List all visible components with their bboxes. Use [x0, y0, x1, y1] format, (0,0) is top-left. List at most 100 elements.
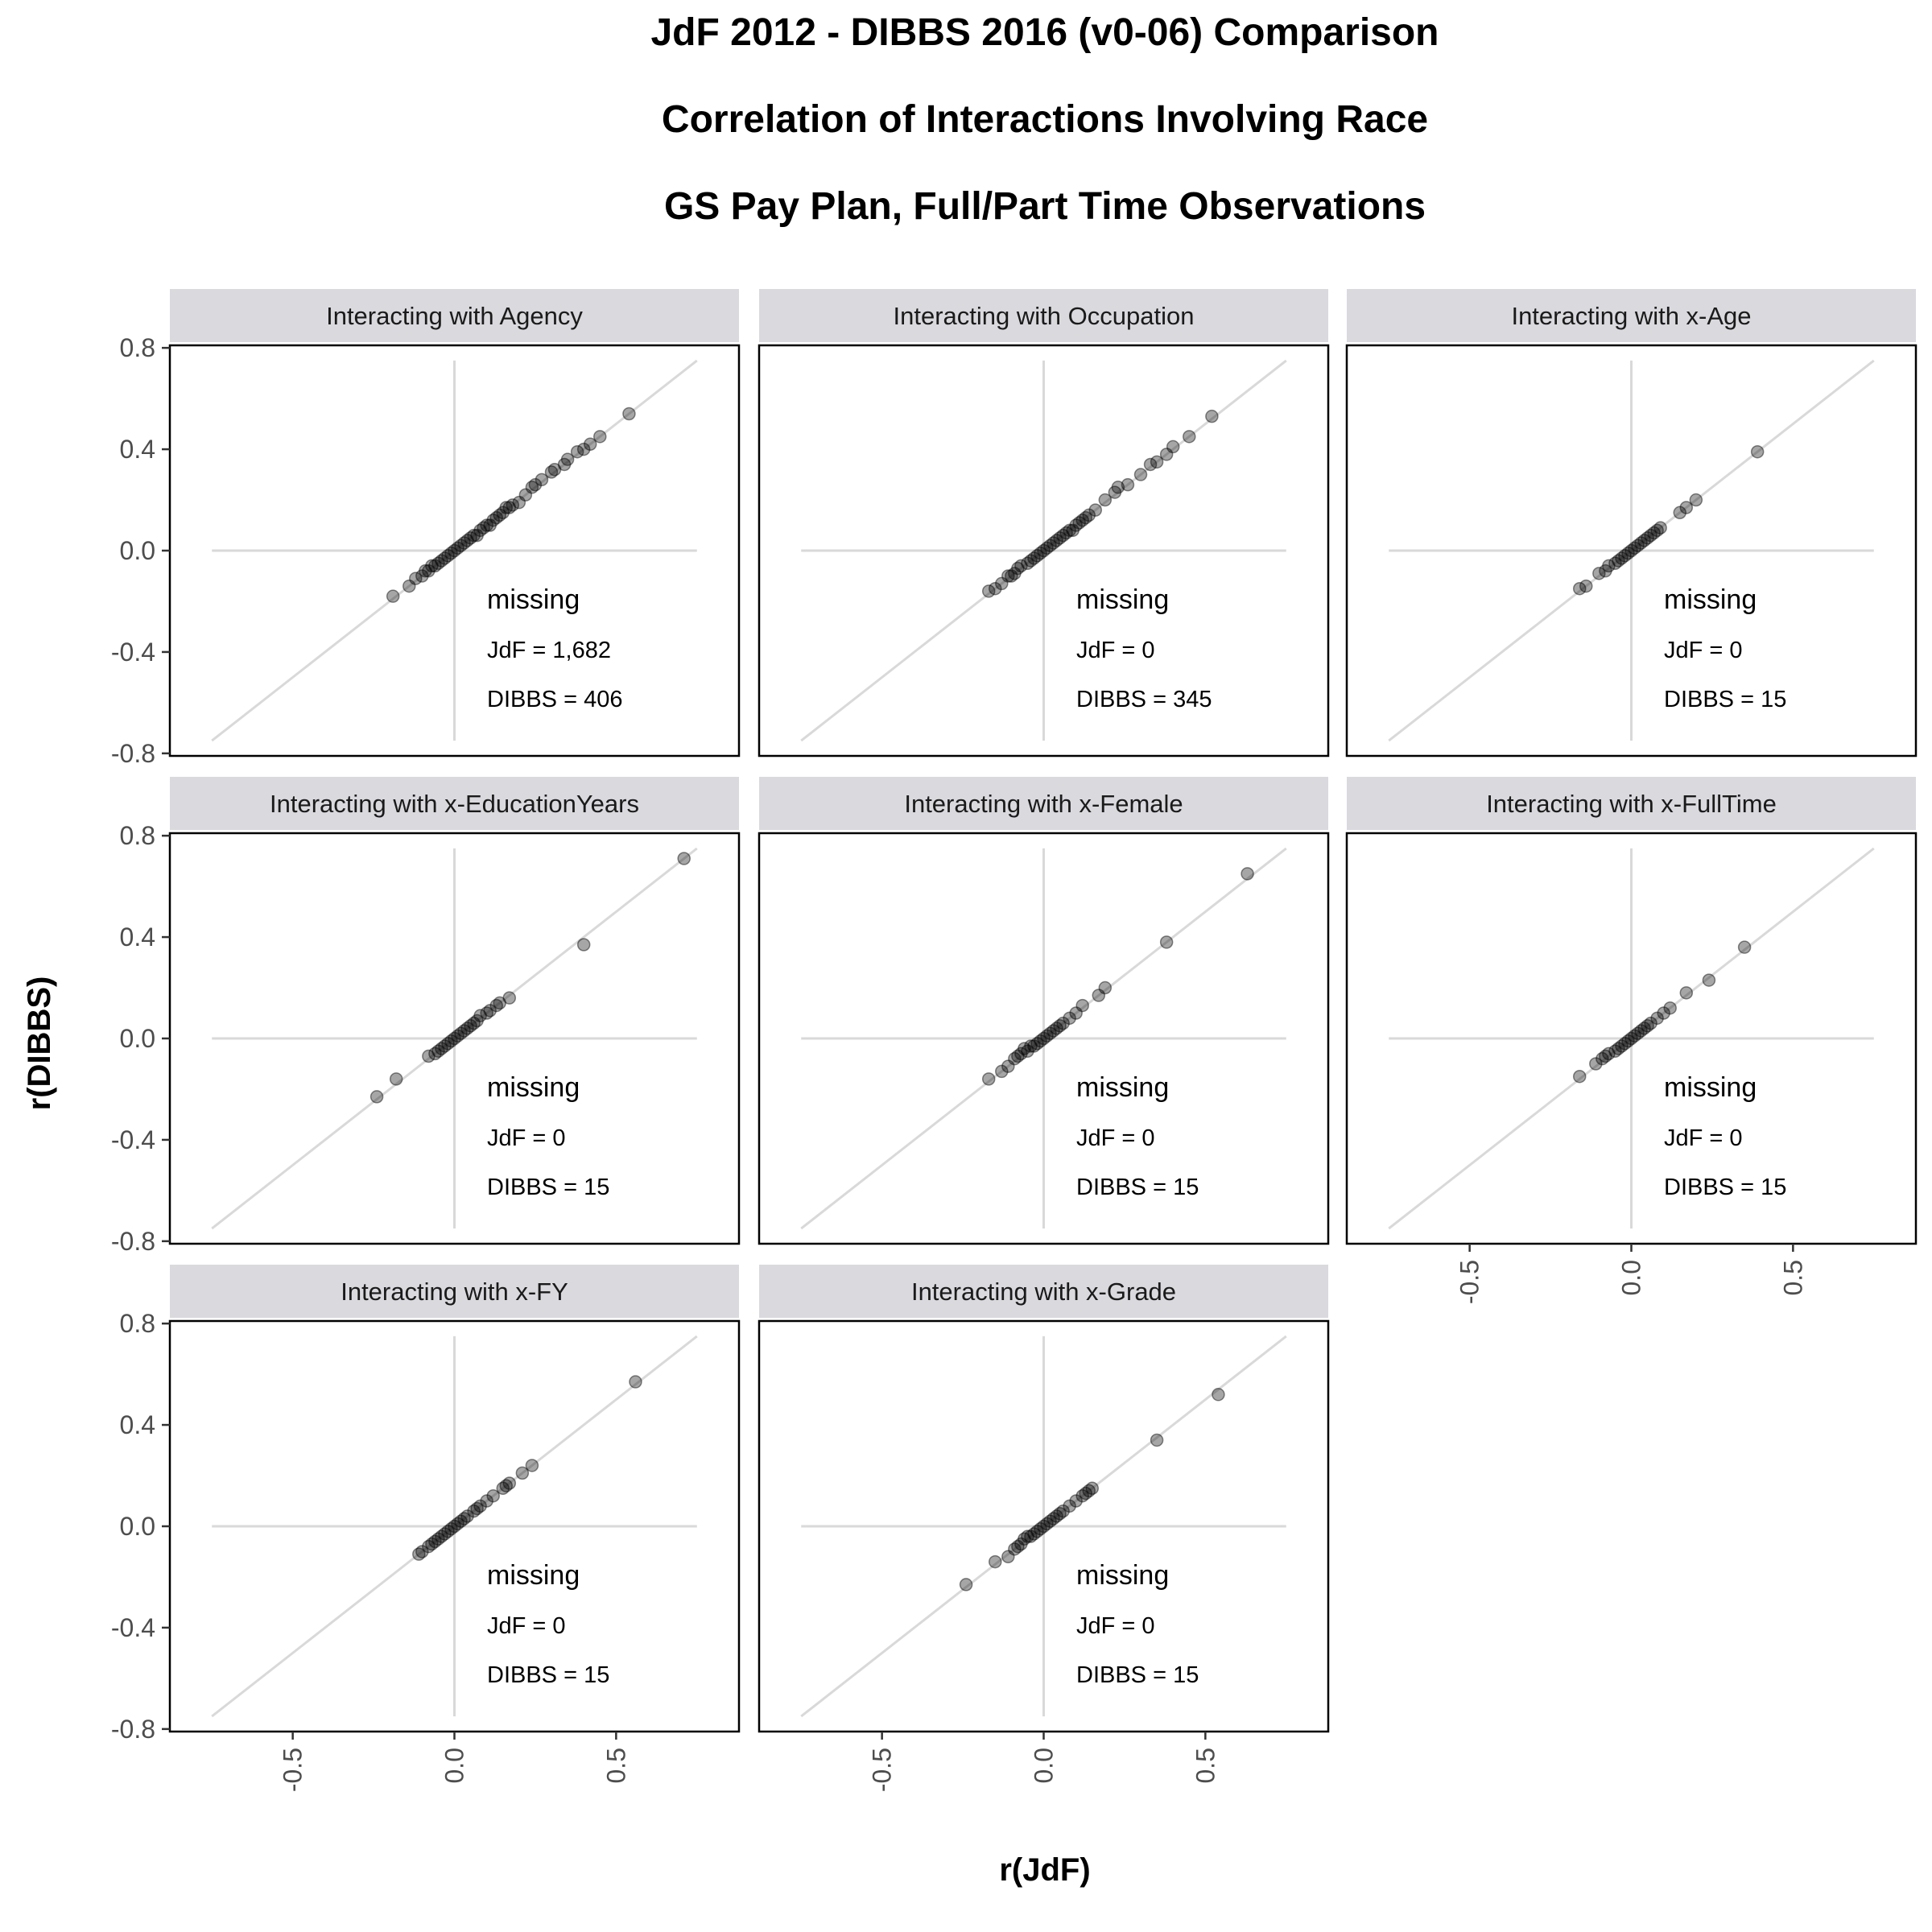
data-point — [1014, 559, 1028, 573]
data-point — [493, 996, 506, 1010]
data-point — [570, 444, 584, 459]
data-point — [1040, 541, 1054, 555]
reference-line-diagonal — [800, 359, 1287, 742]
missing-label: missing — [1664, 1072, 1757, 1103]
data-point — [493, 508, 506, 522]
data-point — [1689, 493, 1703, 507]
data-point — [428, 559, 442, 573]
facet-strip — [170, 289, 739, 342]
facet-strip-label: Interacting with Agency — [326, 302, 583, 330]
data-point — [473, 523, 487, 538]
data-point — [518, 488, 533, 502]
chart-title-line-2: Correlation of Interactions Involving Ra… — [662, 98, 1428, 141]
data-point — [1053, 1019, 1067, 1033]
facet-panel: Interacting with x-Grade missing JdF = 0 DI… — [758, 1265, 1330, 1733]
data-point — [1602, 559, 1616, 573]
data-point — [1063, 1011, 1076, 1026]
data-point — [1056, 1504, 1070, 1518]
data-point — [441, 1525, 455, 1538]
data-point — [1634, 1024, 1648, 1038]
data-point — [1072, 516, 1086, 530]
facet-strip — [759, 777, 1328, 830]
data-point — [1034, 1034, 1047, 1048]
data-point — [467, 528, 481, 543]
data-point — [560, 452, 575, 466]
data-point — [547, 463, 562, 477]
reference-line-diagonal — [1388, 359, 1875, 742]
y-tick-label: 0.8 — [120, 333, 155, 362]
missing-label: missing — [1076, 584, 1169, 615]
data-point — [1750, 444, 1765, 459]
data-point — [502, 501, 517, 514]
x-tick-label: 0.0 — [1030, 1748, 1059, 1783]
data-point — [1030, 549, 1044, 563]
data-point — [1075, 1488, 1089, 1503]
data-point — [451, 541, 464, 555]
data-point — [995, 1064, 1009, 1079]
data-point — [1082, 1484, 1096, 1498]
data-point — [1014, 1537, 1028, 1551]
reference-line-diagonal — [800, 847, 1287, 1230]
jdf-missing-count: JdF = 1,682 — [487, 638, 611, 663]
data-point — [1650, 1011, 1664, 1026]
data-point — [1088, 503, 1103, 517]
data-point — [483, 1004, 497, 1018]
data-point — [425, 559, 439, 573]
data-point — [1014, 1046, 1028, 1061]
data-point — [1079, 510, 1092, 525]
data-point — [1063, 523, 1076, 538]
missing-label: missing — [487, 584, 580, 615]
data-point — [470, 1013, 484, 1028]
data-point — [480, 1006, 493, 1020]
data-point — [480, 518, 493, 532]
data-point — [1596, 1051, 1609, 1066]
data-point — [435, 554, 448, 568]
data-point — [1059, 526, 1073, 540]
data-point — [512, 495, 526, 510]
data-point — [1001, 1550, 1015, 1564]
data-point — [454, 1026, 468, 1040]
data-point — [622, 407, 636, 421]
data-point — [1628, 541, 1641, 555]
data-point — [525, 481, 539, 494]
jdf-missing-count: JdF = 0 — [1076, 1125, 1155, 1151]
data-point — [1011, 1539, 1025, 1554]
facet-strip — [1347, 289, 1916, 342]
data-point — [1046, 1024, 1060, 1038]
data-point — [441, 1037, 455, 1051]
data-point — [1046, 536, 1060, 550]
data-point — [415, 1545, 429, 1558]
data-point — [1005, 569, 1018, 583]
data-point — [515, 1466, 530, 1480]
data-point — [1608, 556, 1622, 570]
jdf-missing-count: JdF = 0 — [1076, 638, 1155, 663]
facet-strip — [759, 1265, 1328, 1318]
y-tick-label: -0.8 — [111, 739, 155, 768]
x-tick-label: -0.5 — [868, 1748, 897, 1792]
data-point — [1241, 867, 1254, 881]
dibbs-missing-count: DIBBS = 15 — [1664, 1174, 1786, 1200]
data-point — [451, 1029, 464, 1043]
missing-label: missing — [487, 1560, 580, 1591]
data-point — [1021, 556, 1034, 570]
data-point — [464, 531, 477, 545]
data-point — [1183, 430, 1196, 444]
data-point — [1075, 998, 1089, 1013]
dibbs-missing-count: DIBBS = 406 — [487, 687, 622, 712]
data-point — [1612, 554, 1625, 568]
data-point — [1624, 543, 1638, 558]
data-point — [981, 1072, 996, 1086]
reference-line-diagonal — [211, 1335, 698, 1718]
data-point — [438, 1527, 452, 1541]
facet-strip-label: Interacting with x-FullTime — [1486, 790, 1777, 818]
data-point — [995, 576, 1009, 591]
data-point — [1050, 1022, 1063, 1035]
missing-label: missing — [487, 1072, 580, 1103]
data-point — [1082, 508, 1096, 522]
data-point — [1079, 1486, 1092, 1501]
data-point — [470, 528, 484, 543]
data-point — [1040, 1029, 1054, 1043]
dibbs-missing-count: DIBBS = 15 — [1076, 1174, 1199, 1200]
facet-strip — [1347, 777, 1916, 830]
